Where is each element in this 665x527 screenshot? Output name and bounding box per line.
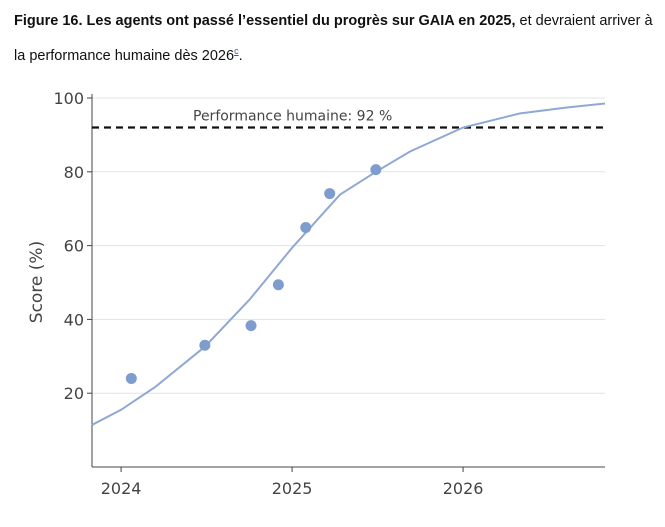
fit-line xyxy=(91,102,606,426)
data-point xyxy=(300,222,312,234)
data-point xyxy=(125,372,137,384)
x-tick-label: 2025 xyxy=(272,479,313,498)
y-axis-label: Score (%) xyxy=(27,241,47,323)
y-tick-label: 40 xyxy=(64,310,84,329)
x-tick-label: 2026 xyxy=(443,479,484,498)
footnote-link[interactable]: c xyxy=(234,46,239,56)
caption-bold: Figure 16. Les agents ont passé l’essent… xyxy=(14,13,516,29)
data-point xyxy=(324,188,336,200)
data-point xyxy=(370,164,382,176)
caption-text: et devraient arriver à la performance hu… xyxy=(14,13,653,64)
y-tick-label: 60 xyxy=(64,237,84,256)
data-point xyxy=(199,339,211,351)
figure-caption: Figure 16. Les agents ont passé l’essent… xyxy=(14,6,654,71)
caption-end: . xyxy=(238,47,243,64)
x-tick-label: 2024 xyxy=(101,479,142,498)
data-point xyxy=(272,279,284,291)
reference-label: Performance humaine: 92 % xyxy=(193,109,392,125)
y-tick-label: 20 xyxy=(64,384,84,403)
data-point xyxy=(245,320,257,332)
y-tick-label: 100 xyxy=(53,89,84,108)
y-tick-label: 80 xyxy=(64,163,84,182)
